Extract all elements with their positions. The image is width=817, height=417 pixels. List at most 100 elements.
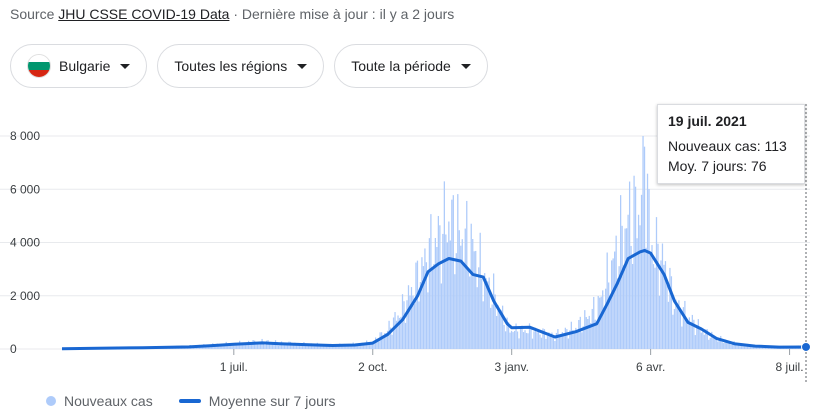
case-bar <box>379 332 381 349</box>
case-bar <box>268 342 271 349</box>
case-bar <box>422 266 425 349</box>
case-bar <box>349 345 351 349</box>
case-bar <box>631 263 634 349</box>
case-bar <box>392 317 395 349</box>
case-bar <box>463 265 465 349</box>
case-bar <box>451 199 453 349</box>
case-bar <box>651 245 653 349</box>
source-prefix: Source <box>10 6 55 22</box>
case-bar <box>748 345 750 349</box>
case-bar <box>543 329 546 349</box>
case-bar <box>319 345 321 349</box>
case-bar <box>377 341 380 349</box>
period-dropdown[interactable]: Toute la période <box>334 44 488 88</box>
case-bar <box>306 345 308 349</box>
y-tick-label: 0 <box>10 342 17 356</box>
case-bar <box>455 253 457 349</box>
case-bar <box>479 232 481 349</box>
case-bar <box>482 301 484 349</box>
case-bar <box>697 319 699 349</box>
case-bar <box>473 251 475 349</box>
case-bar <box>558 336 561 349</box>
case-bar <box>555 332 558 349</box>
case-bar <box>418 301 420 349</box>
case-bar <box>536 332 538 349</box>
legend-item-average[interactable]: Moyenne sur 7 jours <box>178 393 336 409</box>
case-bar <box>572 330 574 349</box>
case-bar <box>605 288 607 349</box>
case-bar <box>351 344 353 349</box>
country-dropdown[interactable]: Bulgarie <box>10 44 148 88</box>
case-bar <box>679 310 682 349</box>
case-bar <box>599 297 601 349</box>
case-bar <box>498 309 501 349</box>
case-bar <box>497 305 499 349</box>
case-bar <box>442 233 444 349</box>
case-bar <box>661 243 664 349</box>
case-bar <box>491 304 493 349</box>
case-bar <box>615 235 617 349</box>
case-bar <box>587 318 589 349</box>
x-tick-label: 8 juil. <box>776 360 804 374</box>
case-bar <box>732 343 734 349</box>
case-bar <box>639 225 641 349</box>
case-bar <box>412 295 414 349</box>
case-bar <box>621 225 623 349</box>
case-bar <box>364 344 366 349</box>
case-bar <box>681 326 683 349</box>
case-bar <box>724 339 726 349</box>
region-dropdown[interactable]: Toutes les régions <box>157 44 325 88</box>
case-bar <box>231 343 233 349</box>
case-bar <box>224 344 226 349</box>
y-tick-label: 8 000 <box>10 129 40 143</box>
source-link[interactable]: JHU CSSE COVID-19 Data <box>58 6 230 22</box>
case-bar <box>620 195 622 349</box>
case-bar <box>723 343 725 349</box>
case-bar <box>437 215 440 349</box>
case-bar <box>209 345 211 349</box>
case-bar <box>294 342 296 349</box>
case-bar <box>433 264 435 349</box>
case-bar <box>567 338 569 349</box>
case-bar <box>628 181 631 349</box>
case-bar <box>258 342 260 349</box>
case-bar <box>355 345 357 349</box>
case-bar <box>374 337 377 349</box>
case-bar <box>643 146 646 349</box>
case-bar <box>519 327 522 349</box>
case-bar <box>554 341 556 349</box>
case-bar <box>549 334 552 349</box>
case-bar <box>376 340 378 349</box>
case-bar <box>246 342 248 349</box>
case-bar <box>496 315 498 349</box>
case-bar <box>727 341 729 349</box>
case-bar <box>673 309 676 349</box>
case-bar <box>608 282 610 349</box>
case-bar <box>660 260 662 349</box>
x-tick-label: 3 janv. <box>494 360 528 374</box>
case-bar <box>696 326 698 349</box>
case-bar <box>425 262 428 349</box>
case-bar <box>265 340 268 349</box>
case-bar <box>307 343 310 349</box>
case-bar <box>648 189 650 349</box>
legend-item-cases[interactable]: Nouveaux cas <box>46 393 153 409</box>
case-bar <box>285 343 287 349</box>
case-bar <box>552 335 555 349</box>
case-bar <box>382 337 384 349</box>
case-bar <box>545 338 547 349</box>
case-bar <box>448 221 450 349</box>
y-tick-label: 2 000 <box>10 289 40 303</box>
case-bar <box>424 248 426 349</box>
case-bar <box>321 344 323 349</box>
case-bar <box>525 332 528 349</box>
case-bar <box>457 194 459 349</box>
case-bar <box>363 345 365 349</box>
case-bar <box>291 345 293 349</box>
case-bar <box>530 328 532 349</box>
case-bar <box>327 346 329 349</box>
case-bar <box>282 343 284 349</box>
case-bar <box>315 344 317 349</box>
case-bar <box>460 245 462 349</box>
